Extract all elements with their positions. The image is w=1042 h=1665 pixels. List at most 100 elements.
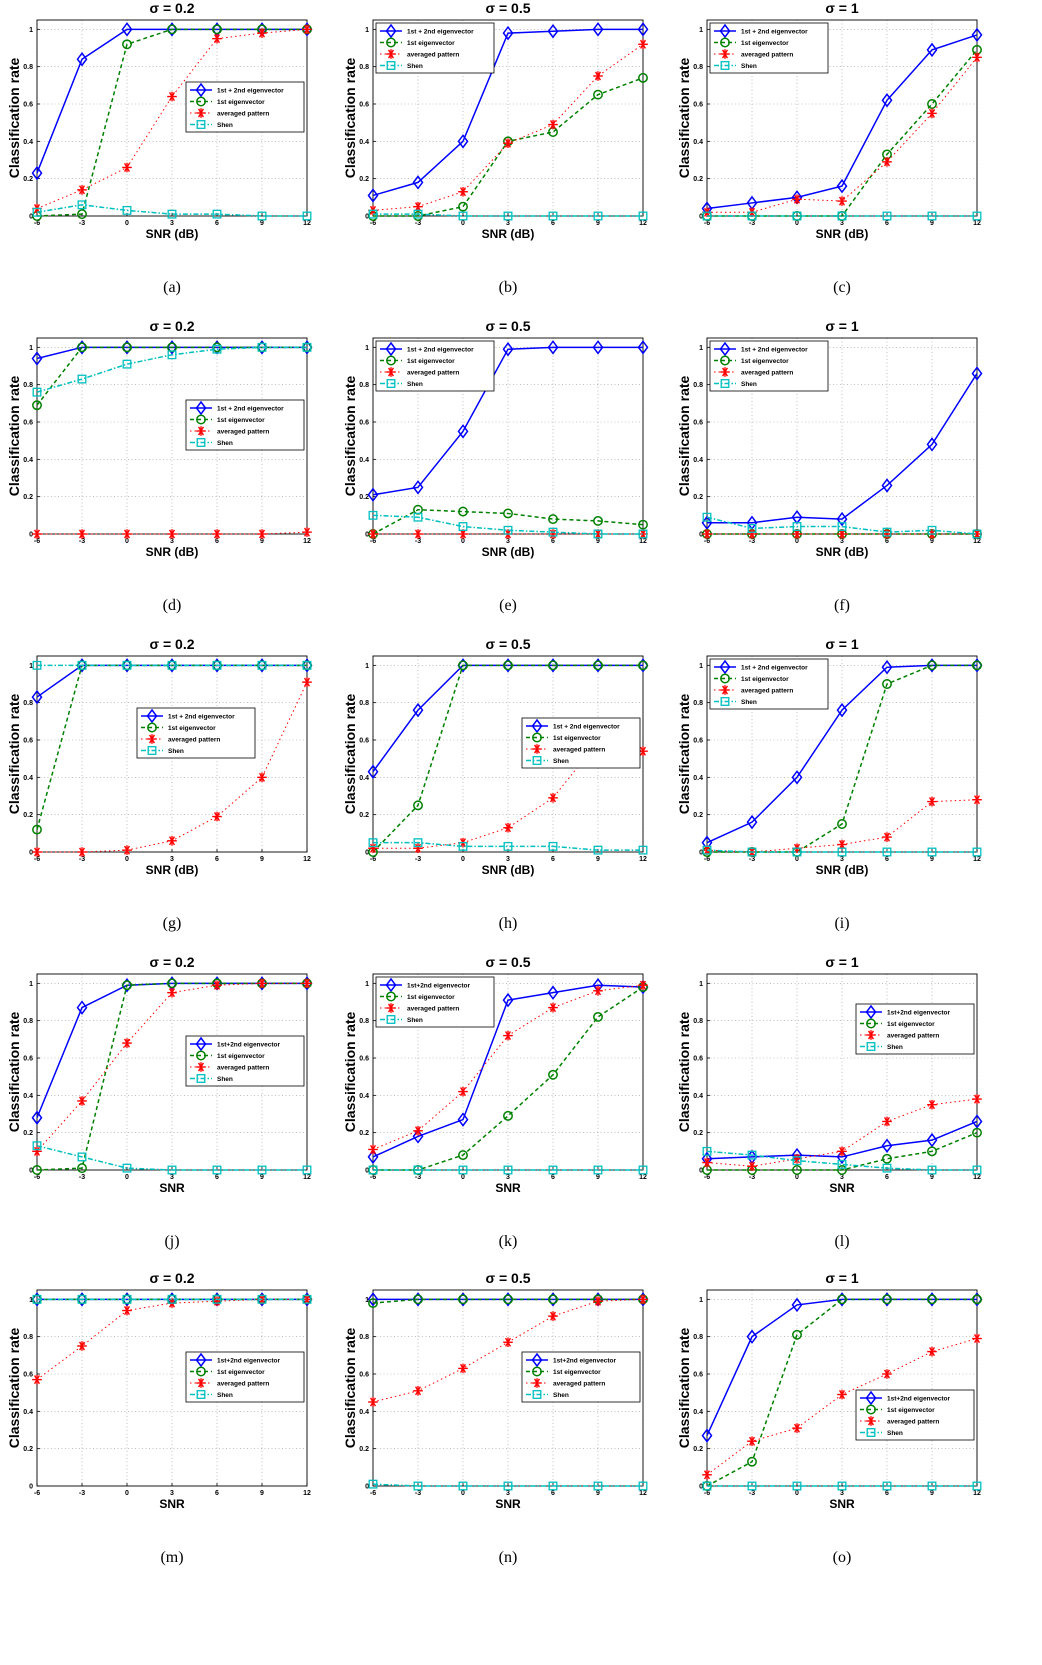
data-point [593,1481,603,1491]
x-tick-label: 3 [506,1174,510,1181]
data-point [503,1481,513,1491]
data-point [257,1294,267,1304]
data-point [548,660,558,671]
x-tick-label: 12 [639,1174,647,1181]
data-point [32,824,42,835]
legend: 1st+2nd eigenvector 1st eigenvector averag… [855,1389,975,1441]
legend-marker [532,744,542,754]
data-point [972,660,982,671]
data-point [882,1369,892,1379]
data-point [638,1481,648,1491]
data-point [212,811,222,822]
data-point [77,847,87,857]
series-line [706,849,977,853]
data-point [882,1163,892,1173]
series-line [373,841,643,851]
x-tick-label: -3 [749,538,755,545]
y-tick-label: 0.8 [359,382,369,389]
data-point [76,658,88,673]
chart-svg: σ = 0.5 -6 -3 0 3 6 9 12 0 0.2 0.4 0.6 0.8 1 SNR (dB) C… [342,636,649,932]
subfigure-caption: (i) [834,915,849,932]
x-tick-label: 6 [215,220,219,227]
x-axis-label: SNR [829,1181,855,1195]
subfigure-caption: (h) [499,915,518,932]
legend-label: Shen [887,1430,903,1437]
data-point [972,1127,982,1138]
x-axis-label: SNR (dB) [816,863,869,877]
data-point [257,772,267,783]
data-point [548,1481,558,1491]
data-point [256,340,268,355]
y-tick-label: 0.8 [23,1334,33,1341]
legend-label: 1st eigenvector [217,1369,265,1376]
data-point [122,162,132,173]
x-tick-label: 6 [215,1490,219,1497]
data-point [32,207,42,217]
legend-label: Shen [407,63,423,70]
series-pair [367,340,649,503]
chart-svg: σ = 0.5 -6 -3 0 3 6 9 12 0 0.2 0.4 0.6 0.8 1 SNR Classi… [342,954,649,1250]
legend-marker [386,1003,396,1013]
legend-label: Shen [741,381,757,388]
legend-label: averaged pattern [553,1380,605,1387]
legend-marker [386,991,396,1002]
chart-panel: σ = 1 -6 -3 0 3 6 9 12 0 0.2 0.4 0.6 0.8 1 SNR (dB) Cla… [672,636,992,956]
series-pair [367,977,649,1165]
legend-marker [386,379,396,388]
data-point [836,178,848,194]
chart-title: σ = 1 [825,318,859,334]
chart-title: σ = 0.5 [486,318,531,334]
data-point [302,211,312,221]
legend-label: Shen [741,699,757,706]
series-line [372,1483,643,1487]
legend-label: Shen [168,748,184,755]
chart-panel: σ = 0.2 -6 -3 0 3 6 9 12 0 0.2 0.4 0.6 0.8 1 SNR (dB) C… [2,636,322,956]
series-line [707,373,978,524]
y-tick-label: 0.8 [693,382,703,389]
y-tick-label: 0.8 [23,700,33,707]
legend-label: 1st + 2nd eigenvector [407,346,474,353]
x-tick-label: -6 [370,856,376,863]
x-tick-label: 6 [215,1174,219,1181]
data-point [701,1428,713,1443]
data-point [257,342,267,352]
data-point [881,93,893,108]
subfigure-caption: (d) [163,597,182,614]
data-point [503,841,513,851]
data-point [972,847,982,857]
x-tick-label: 3 [506,1490,510,1497]
x-tick-label: 3 [506,856,510,863]
series-shen [32,1141,312,1175]
x-tick-label: -3 [79,856,85,863]
legend-marker [196,120,206,129]
legend-label: 1st + 2nd eigenvector [741,664,808,671]
legend-label: 1st eigenvector [407,994,455,1001]
x-tick-label: 12 [303,220,311,227]
x-tick-label: -3 [415,1174,421,1181]
data-point [32,529,42,539]
y-tick-label: 0.4 [23,457,33,464]
x-tick-label: 9 [596,856,600,863]
data-point [747,1481,757,1491]
legend-label: averaged pattern [741,369,793,376]
data-point [837,1294,847,1305]
y-tick-label: 0.2 [693,1130,703,1137]
data-point [167,660,177,670]
subfigure-caption: (l) [834,1233,849,1250]
y-axis-label: Classification rate [342,1327,358,1448]
legend-marker [195,82,207,98]
y-tick-label: 0.4 [693,139,703,146]
y-tick-label: 0.6 [693,420,703,427]
series-averaged [702,1094,982,1172]
x-tick-label: 12 [973,856,981,863]
data-point [167,836,177,846]
data-point [792,1329,802,1340]
y-tick-label: 0 [699,1484,703,1491]
y-tick-label: 0.2 [359,494,369,501]
data-point [638,529,648,539]
data-point [593,515,603,526]
data-point [413,838,423,848]
x-tick-label: -6 [370,1490,376,1497]
legend-marker [532,1378,542,1388]
y-tick-label: 1 [699,981,703,988]
